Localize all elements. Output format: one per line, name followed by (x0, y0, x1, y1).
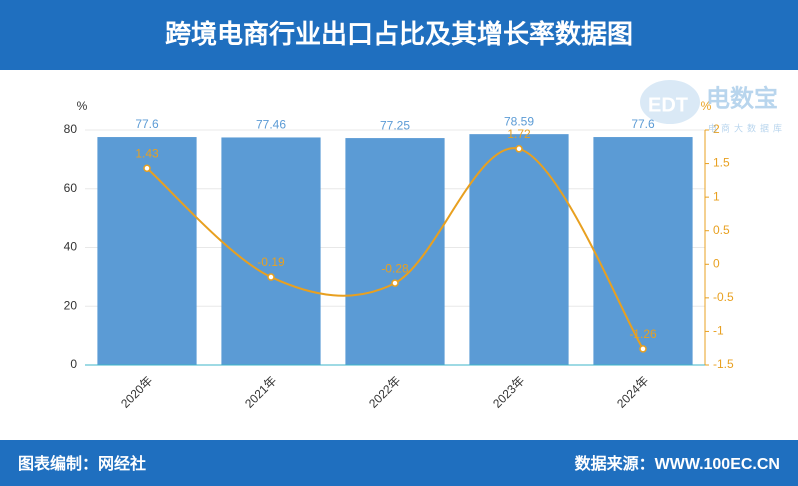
y-unit: % (77, 99, 88, 113)
bar (469, 134, 569, 365)
footer-left: 图表编制：网经社 (18, 454, 146, 473)
y-tick-label: 0 (70, 357, 77, 371)
bar (593, 137, 693, 365)
line (146, 147, 644, 350)
logo-cloud (640, 80, 700, 124)
logo: EDT 电数宝 电商大数据库 (640, 80, 786, 133)
line-point (515, 145, 523, 153)
y2-tick-label: -1 (713, 324, 724, 338)
chart-title: 跨境电商行业出口占比及其增长率数据图 (165, 19, 633, 49)
y2-tick-label: -0.5 (713, 290, 734, 304)
y-tick-label: 40 (64, 240, 78, 254)
bar-value-label: 77.46 (256, 118, 286, 132)
line-value-label: 1.43 (135, 146, 159, 160)
y2-tick-label: -1.5 (713, 357, 734, 371)
y-tick-label: 60 (64, 181, 78, 195)
footer-bar (0, 440, 798, 486)
bar (97, 137, 197, 365)
logo-name: 电数宝 (706, 84, 778, 112)
y-tick-label: 80 (64, 122, 78, 136)
y2-tick-label: 1 (713, 189, 720, 203)
y2-tick-label: 0 (713, 256, 720, 270)
line-point (143, 164, 151, 173)
line-point (639, 345, 647, 353)
bar (221, 137, 321, 365)
bar-value-label: 78.59 (504, 114, 534, 128)
line-value-label: 1.72 (507, 127, 531, 141)
line-value-label: -1.26 (629, 327, 657, 341)
line-value-label: -0.19 (257, 255, 285, 269)
y2-tick-label: 0.5 (713, 223, 730, 237)
bar-value-label: 77.6 (135, 117, 159, 131)
logo-mark: EDT (648, 94, 688, 116)
footer-right: 数据来源：WWW.100EC.CN (575, 454, 780, 473)
y2-tick-label: 1.5 (713, 156, 730, 170)
y2-tick-label: 2 (713, 122, 720, 136)
line-point (267, 273, 275, 281)
header-bar (0, 0, 798, 70)
y-tick-label: 20 (64, 298, 78, 312)
line-value-label: -0.28 (381, 261, 409, 275)
bar-value-label: 77.6 (631, 117, 655, 131)
logo-sub: 电商大数据库 (708, 122, 786, 133)
bar-value-label: 77.25 (380, 118, 410, 132)
y2-unit: % (701, 99, 712, 113)
line-point (391, 279, 399, 287)
bar (345, 138, 445, 365)
